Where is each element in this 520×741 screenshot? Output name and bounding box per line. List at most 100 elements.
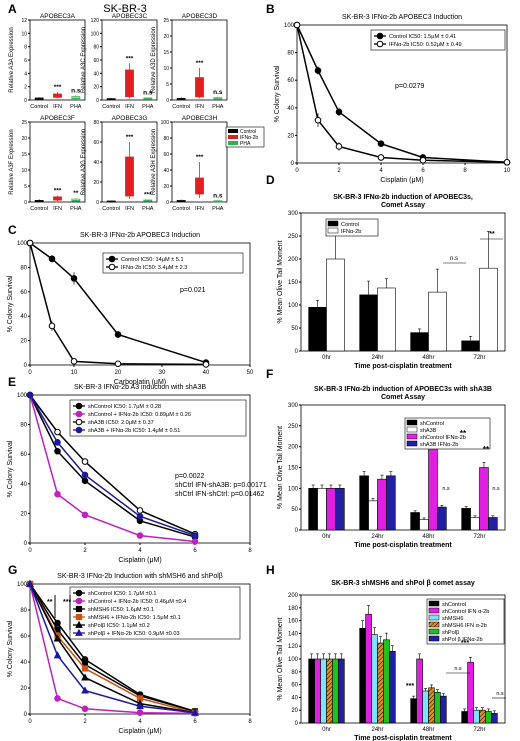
x-tick-label: 4 <box>379 168 383 174</box>
y-tick-label: 40 <box>20 314 27 320</box>
panel-label-d: D <box>266 173 275 187</box>
legend-swatch <box>406 440 418 447</box>
significance-annotation: *** <box>406 683 414 690</box>
x-tick-label: 0 <box>28 548 32 554</box>
chart-title: Comet Assay <box>381 394 425 401</box>
y-axis-label: % Colony Survival <box>274 65 281 122</box>
significance-annotation: n.s <box>492 486 500 492</box>
x-tick-label: 50 <box>247 370 254 376</box>
panel-label-c: C <box>8 223 17 237</box>
y-tick-label: 12 <box>21 18 27 24</box>
y-tick-label: 80 <box>20 265 27 271</box>
x-tick-label: 6 <box>193 548 197 554</box>
x-tick-label: 0hr <box>322 727 331 733</box>
x-tick-label: 2 <box>337 168 341 174</box>
data-point <box>191 538 199 545</box>
y-axis-label: Relative A3D Expression <box>151 27 157 93</box>
y-tick-label: 0 <box>24 363 28 369</box>
x-tick-label: IFN <box>125 104 134 110</box>
data-point <box>81 477 89 485</box>
data-point <box>54 447 61 455</box>
y-tick-label: 100 <box>288 303 299 309</box>
panel-label-g: G <box>8 563 17 577</box>
y-tick-label: 100 <box>288 486 299 492</box>
legend-label: shControl <box>420 421 444 427</box>
data-point <box>314 67 322 74</box>
chart-annotation: p=0.0022 <box>175 473 204 480</box>
bar <box>428 687 435 724</box>
significance-annotation: ** <box>489 231 495 238</box>
legend-label: IFNα-2b IC50: 3.4μM ± 2.3 <box>121 265 187 271</box>
y-axis-label: Relative A3A Expression <box>9 27 15 92</box>
y-tick-label: 120 <box>288 644 299 650</box>
significance-annotation: n.s <box>442 486 450 492</box>
y-tick-label: 60 <box>20 452 27 458</box>
legend-marker <box>75 410 83 418</box>
chart-title: SK-BR-3 IFNα-2b Induction with shMSH6 an… <box>57 573 223 580</box>
y-tick-label: 40 <box>287 106 294 112</box>
legend-label: Control <box>240 129 256 135</box>
legend-marker <box>75 597 83 605</box>
legend-label: IFNα-2b <box>341 229 361 235</box>
bar <box>377 642 384 724</box>
legend-label: shA3B IFNα-2b <box>420 442 458 448</box>
significance-annotation: *** <box>54 188 62 195</box>
y-axis-label: Relative A3F Expression <box>9 129 15 194</box>
bar <box>308 658 315 724</box>
y-tick-label: 15 <box>21 152 27 158</box>
legend-label: shControl + IFNα-2b IC50: 0.46μM ±0.4 <box>88 599 186 605</box>
significance-annotation: n.s <box>213 192 223 199</box>
bar <box>467 661 474 724</box>
x-tick-label: Control <box>172 206 190 212</box>
significance-annotation: n.s <box>71 87 81 94</box>
legend-swatch <box>406 426 418 433</box>
bar <box>491 713 498 724</box>
legend-box <box>102 252 244 274</box>
significance-annotation: *** <box>196 154 204 161</box>
y-tick-label: 200 <box>288 593 299 599</box>
legend-swatch <box>228 141 238 145</box>
x-tick-label: Control <box>102 104 120 110</box>
data-point <box>53 651 62 659</box>
y-tick-label: 250 <box>288 234 299 240</box>
legend-marker <box>108 255 116 263</box>
y-tick-label: 60 <box>20 634 27 640</box>
legend-label: shA3B + IFNα-2b IC50: 1.4μM ± 0.51 <box>88 428 180 434</box>
bar <box>326 488 336 531</box>
legend-swatch <box>228 129 238 133</box>
x-tick-label: PHA <box>212 104 224 110</box>
bar <box>470 517 480 531</box>
bar <box>479 467 489 531</box>
y-tick-label: 0 <box>24 712 28 718</box>
chart-title: SK-BR-3 IFNα-2b APOBEC3 Induction <box>80 232 200 239</box>
y-tick-label: 0 <box>166 98 169 104</box>
legend-label: IFNα-2b <box>240 135 258 141</box>
x-tick-label: 24hr <box>371 727 383 733</box>
legend-label: Control <box>341 222 359 228</box>
data-point <box>54 439 61 446</box>
x-axis-label: Cisplatin (μM) <box>380 177 423 184</box>
x-tick-label: 40 <box>203 370 210 376</box>
data-point <box>136 532 144 539</box>
x-tick-label: 0hr <box>322 355 331 361</box>
x-tick-label: PHA <box>142 206 154 212</box>
legend-label: IFNα-2b IC50: 0.52μM ± 0.49 <box>389 42 462 48</box>
y-tick-label: 300 <box>288 403 299 409</box>
y-tick-label: 8 <box>24 45 27 51</box>
significance-annotation: n.s <box>450 256 458 262</box>
x-axis-label: Time post-cisplatin treatment <box>354 735 452 741</box>
significance-annotation: ** <box>460 429 467 438</box>
x-tick-label: PHA <box>142 104 154 110</box>
box <box>125 156 134 197</box>
x-tick-label: 2 <box>83 548 87 554</box>
x-tick-label: 48hr <box>422 355 434 361</box>
y-tick-label: 5 <box>166 82 169 88</box>
significance-annotation: n.s <box>454 666 462 672</box>
x-tick-label: 0 <box>295 168 299 174</box>
x-tick-label: 72hr <box>473 355 485 361</box>
legend-swatch <box>428 607 440 614</box>
legend-marker <box>75 589 83 597</box>
y-axis-label: Relative A3H Expression <box>151 129 157 195</box>
y-axis-label: % Colony Survival <box>7 620 14 677</box>
legend-marker <box>75 628 83 636</box>
